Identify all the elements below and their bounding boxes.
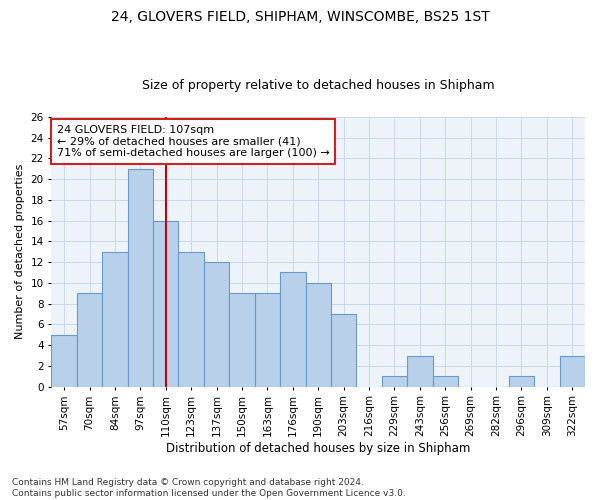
Text: Contains HM Land Registry data © Crown copyright and database right 2024.
Contai: Contains HM Land Registry data © Crown c…: [12, 478, 406, 498]
Bar: [153, 220, 178, 386]
Bar: [178, 252, 204, 386]
Bar: [229, 294, 255, 386]
Bar: [102, 252, 128, 386]
Bar: [255, 294, 280, 386]
Title: Size of property relative to detached houses in Shipham: Size of property relative to detached ho…: [142, 79, 494, 92]
Bar: [305, 283, 331, 387]
Bar: [433, 376, 458, 386]
Bar: [382, 376, 407, 386]
Bar: [509, 376, 534, 386]
Y-axis label: Number of detached properties: Number of detached properties: [15, 164, 25, 340]
Bar: [280, 272, 305, 386]
Bar: [331, 314, 356, 386]
Bar: [560, 356, 585, 386]
Bar: [128, 168, 153, 386]
Bar: [204, 262, 229, 386]
Bar: [52, 335, 77, 386]
X-axis label: Distribution of detached houses by size in Shipham: Distribution of detached houses by size …: [166, 442, 470, 455]
Text: 24 GLOVERS FIELD: 107sqm
← 29% of detached houses are smaller (41)
71% of semi-d: 24 GLOVERS FIELD: 107sqm ← 29% of detach…: [57, 125, 329, 158]
Bar: [407, 356, 433, 386]
Text: 24, GLOVERS FIELD, SHIPHAM, WINSCOMBE, BS25 1ST: 24, GLOVERS FIELD, SHIPHAM, WINSCOMBE, B…: [110, 10, 490, 24]
Bar: [77, 294, 102, 386]
